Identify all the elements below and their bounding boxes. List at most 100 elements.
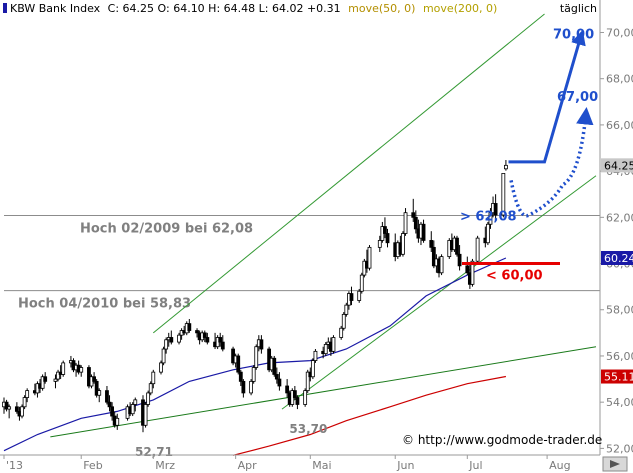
candle bbox=[241, 379, 246, 398]
candle-body bbox=[305, 371, 310, 392]
candle-body bbox=[359, 274, 364, 292]
price-label-layer: 64.25 60.24 55.11 bbox=[601, 158, 633, 384]
low-label: 52,71 bbox=[135, 445, 173, 459]
candle bbox=[411, 198, 416, 222]
candle-body bbox=[493, 203, 498, 216]
candle-body bbox=[94, 380, 99, 396]
candle-body bbox=[504, 164, 508, 170]
candle-body bbox=[349, 293, 354, 301]
y-tick-label: 58,00 bbox=[606, 304, 633, 317]
candle bbox=[465, 256, 470, 276]
candle-body bbox=[236, 355, 241, 373]
ma200-line bbox=[232, 375, 507, 456]
candle-body bbox=[465, 265, 470, 274]
channel-upper-line bbox=[152, 13, 545, 334]
scenario-pullback-arrow bbox=[509, 106, 594, 218]
candle bbox=[421, 219, 426, 243]
moving-average-layer bbox=[3, 257, 507, 456]
candle-body bbox=[339, 327, 344, 338]
candle bbox=[295, 395, 300, 410]
candle-body bbox=[401, 233, 405, 255]
candle-body bbox=[367, 246, 372, 269]
candle-body bbox=[285, 385, 290, 394]
candle bbox=[148, 381, 153, 396]
candle-body bbox=[331, 337, 336, 352]
ma50-price-label-text: 60.24 bbox=[604, 252, 633, 265]
current-price-label: 64.25 bbox=[601, 158, 633, 173]
candle bbox=[251, 365, 256, 384]
instrument-name: KBW Bank Index bbox=[10, 2, 101, 15]
candle bbox=[20, 404, 24, 419]
candle-body bbox=[259, 339, 264, 350]
candle-body bbox=[421, 223, 426, 241]
candle-body bbox=[107, 401, 112, 408]
candlestick-layer bbox=[2, 160, 508, 433]
candle-body bbox=[385, 233, 390, 244]
candle-body bbox=[254, 346, 259, 368]
candle-body bbox=[164, 339, 169, 350]
ma200-price-label: 55.11 bbox=[601, 369, 633, 384]
scroll-arrow-icon[interactable] bbox=[602, 456, 628, 472]
annotation-layer: 52,71 53,70 70,00 67,00 > 62,08 < 60,00 bbox=[135, 27, 598, 458]
candle bbox=[310, 358, 315, 380]
candle-body bbox=[431, 246, 436, 267]
y-tick-label: 66,00 bbox=[606, 119, 633, 132]
y-tick-label: 56,00 bbox=[606, 350, 633, 363]
ma50-price-label-box bbox=[601, 250, 633, 265]
ma50-legend: move(50, 0) bbox=[348, 2, 415, 15]
candle-body bbox=[413, 216, 418, 230]
candle-body bbox=[159, 362, 163, 373]
candle bbox=[79, 365, 84, 377]
stop-label: < 60,00 bbox=[486, 269, 543, 284]
candle bbox=[159, 360, 163, 375]
candle bbox=[475, 235, 480, 264]
hoch-2010-label: Hoch 04/2010 bei 58,83 bbox=[18, 297, 191, 312]
candle bbox=[331, 335, 336, 354]
candle bbox=[277, 372, 282, 391]
candle-body bbox=[274, 374, 279, 380]
candle-body bbox=[146, 392, 151, 405]
candle bbox=[413, 210, 418, 234]
candle-body bbox=[14, 406, 19, 412]
candle bbox=[97, 388, 102, 403]
candle-body bbox=[148, 383, 153, 394]
candle bbox=[344, 302, 349, 317]
ma50-line bbox=[3, 257, 507, 452]
candle bbox=[349, 286, 354, 306]
ma200-price-label-text: 55.11 bbox=[604, 371, 633, 384]
candle-body bbox=[403, 212, 408, 234]
candle-body bbox=[22, 397, 27, 408]
candle bbox=[236, 353, 241, 375]
candle-body bbox=[470, 260, 475, 285]
candle-body bbox=[40, 376, 45, 389]
x-tick-label: Mrz bbox=[155, 459, 175, 472]
channel-lower-line bbox=[281, 175, 597, 410]
candle bbox=[305, 369, 310, 393]
svg-text:KBW Bank Index C: 64.25: KBW Bank Index C: 64.25 O: 64.10 H: 64.4… bbox=[10, 2, 497, 15]
candle bbox=[323, 342, 328, 356]
quote-values: C: 64.25 O: 64.10 H: 64.48 L: 64.02 +0.3… bbox=[108, 2, 341, 15]
y-tick-label: 70,00 bbox=[606, 26, 633, 39]
candle-body bbox=[97, 390, 102, 396]
candle-body bbox=[411, 212, 416, 218]
low-label: 53,70 bbox=[289, 422, 327, 436]
target-70-label: 70,00 bbox=[553, 27, 594, 42]
candle bbox=[92, 372, 96, 384]
y-tick-label: 52,00 bbox=[606, 442, 633, 455]
hoch-2009-label: Hoch 02/2009 bei 62,08 bbox=[80, 221, 253, 236]
candle bbox=[457, 245, 462, 271]
candle-body bbox=[303, 390, 308, 405]
candle-body bbox=[475, 237, 480, 262]
candle bbox=[43, 372, 48, 384]
x-tick-label: Jul bbox=[468, 459, 482, 472]
candle-body bbox=[133, 399, 138, 405]
candle-body bbox=[383, 226, 387, 234]
candle bbox=[259, 335, 264, 354]
candle bbox=[53, 374, 58, 389]
candle bbox=[403, 208, 408, 236]
candle bbox=[357, 288, 362, 303]
candle bbox=[164, 337, 169, 354]
x-tick-label: '13 bbox=[6, 459, 23, 472]
scenario-up-arrow bbox=[508, 29, 586, 164]
